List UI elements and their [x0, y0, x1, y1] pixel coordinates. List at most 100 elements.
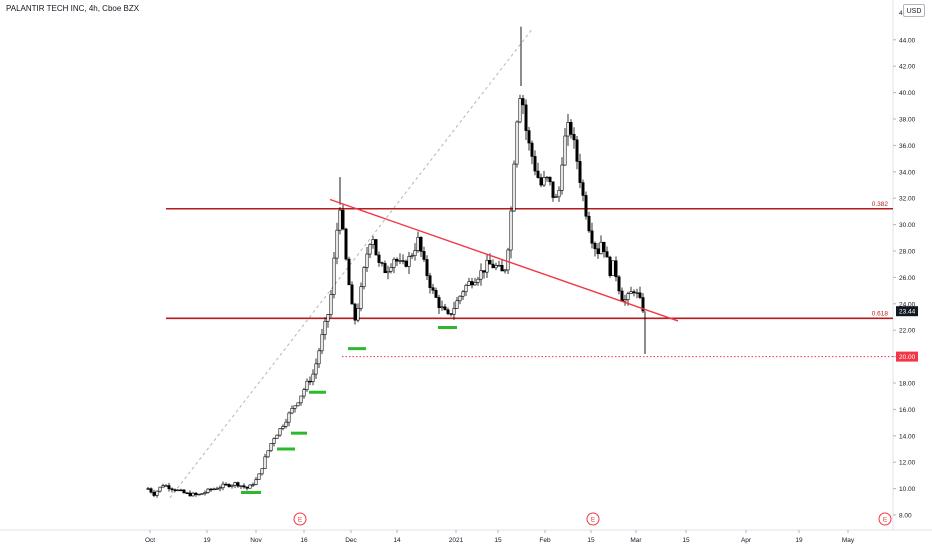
x-tick-label: 15	[682, 537, 690, 544]
candle-body	[248, 484, 252, 489]
candle-body	[476, 278, 480, 283]
candle-body	[173, 489, 177, 491]
candle-body	[560, 164, 564, 191]
candle-body	[386, 270, 390, 274]
candle-body	[455, 300, 459, 309]
candle-body	[380, 262, 384, 264]
candle-body	[191, 492, 195, 497]
candle-body	[458, 295, 462, 302]
candle-body	[266, 450, 270, 458]
y-tick-label: 16.00	[899, 407, 916, 414]
candle-body	[290, 408, 294, 414]
earnings-marker[interactable]	[878, 512, 892, 526]
candle-body	[590, 230, 594, 244]
candle-body	[269, 443, 273, 452]
earnings-marker-label: E	[298, 517, 303, 524]
candle-body	[314, 363, 318, 375]
candle-body	[227, 484, 231, 487]
x-tick-label: Nov	[250, 537, 262, 544]
candle-body	[194, 492, 198, 495]
candle-body	[461, 291, 465, 297]
candle-body	[323, 320, 327, 335]
candle-body	[230, 484, 234, 487]
candle-body	[419, 236, 423, 252]
fib-level-label: 0.382	[872, 201, 889, 208]
candle-body	[365, 253, 369, 268]
candle-body	[239, 485, 243, 487]
candle-body	[170, 488, 174, 490]
candle-body	[272, 438, 276, 444]
candle-body	[470, 281, 474, 286]
earnings-marker[interactable]	[586, 512, 600, 526]
candle-body	[206, 488, 210, 493]
y-tick-label: 14.00	[899, 433, 916, 440]
candle-body	[395, 258, 399, 262]
candle-body	[506, 249, 510, 271]
candle-body	[197, 493, 201, 496]
candle-body	[224, 483, 228, 486]
candle-body	[347, 258, 351, 286]
candle-body	[500, 264, 504, 272]
candle-body	[446, 309, 450, 314]
candle-body	[284, 421, 288, 427]
x-tick-label: 19	[795, 537, 803, 544]
x-tick-label: May	[842, 537, 855, 544]
diagonal-guide-line[interactable]	[169, 28, 533, 499]
candle-body	[530, 142, 534, 157]
candle-body	[353, 303, 357, 321]
candle-body	[539, 177, 543, 186]
candle-body	[629, 291, 633, 294]
candle-body	[176, 489, 180, 492]
candle-body	[494, 265, 498, 269]
candle-body	[512, 163, 516, 212]
candle-body	[341, 209, 345, 230]
candle-body	[245, 486, 249, 489]
y-tick-label: 44.00	[899, 37, 916, 44]
candle-body	[638, 292, 642, 298]
candle-body	[509, 210, 513, 251]
candle-body	[377, 254, 381, 263]
y-tick-label: 18.00	[899, 381, 916, 388]
dotted-level-price-badge	[896, 351, 918, 362]
currency-badge[interactable]: USD	[903, 4, 925, 17]
descending-trendline[interactable]	[329, 198, 679, 322]
candle-body	[287, 412, 291, 423]
candle-body	[320, 334, 324, 352]
earnings-marker-label: E	[591, 517, 596, 524]
candle-body	[635, 292, 639, 294]
candle-body	[473, 282, 477, 286]
candle-body	[185, 492, 189, 494]
candle-body	[254, 479, 258, 485]
candle-body	[302, 389, 306, 397]
x-tick-label: 2021	[449, 537, 464, 544]
candle-body	[146, 488, 150, 490]
candle-body	[581, 182, 585, 196]
candle-body	[410, 255, 414, 257]
candle-body	[182, 489, 186, 494]
earnings-marker[interactable]	[293, 512, 307, 526]
candle-body	[371, 239, 375, 245]
candle-body	[428, 275, 432, 288]
x-tick-label: Dec	[345, 537, 357, 544]
dotted-level-price-label: 20.00	[899, 354, 916, 361]
candle-body	[362, 267, 366, 288]
candle-body	[158, 486, 162, 492]
x-tick-label: Apr	[741, 537, 752, 544]
candle-body	[338, 209, 342, 231]
candle-body	[155, 490, 159, 496]
candle-body	[452, 308, 456, 315]
candle-body	[368, 244, 372, 255]
candle-body	[374, 239, 378, 256]
candle-body	[587, 215, 591, 232]
candle-body	[467, 281, 471, 286]
candle-body	[527, 130, 531, 144]
candle-body	[479, 270, 483, 280]
candle-body	[218, 487, 222, 490]
candle-body	[554, 196, 558, 198]
candle-body	[167, 485, 171, 490]
y-tick-label: 10.00	[899, 486, 916, 493]
candle-body	[485, 259, 489, 273]
y-tick-label: 26.00	[899, 275, 916, 282]
